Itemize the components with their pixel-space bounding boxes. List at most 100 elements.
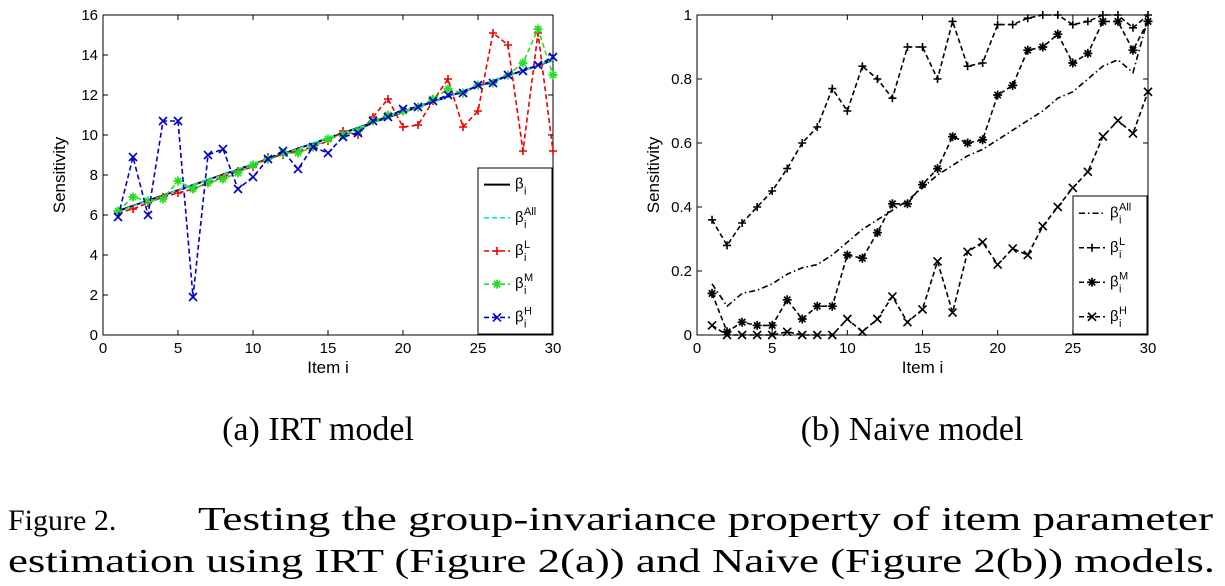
- data-point: [1038, 11, 1047, 19]
- data-point: [458, 88, 468, 98]
- chart-irt-model: 0 5 10 15 20 25 30 0 2 4 6 8 10 12 14 16 Item i Sensitivi…: [50, 7, 561, 377]
- x-axis-label: Item i: [307, 358, 349, 377]
- data-point: [993, 20, 1002, 29]
- data-point: [858, 62, 867, 71]
- data-point: [1098, 16, 1108, 26]
- data-point: [873, 75, 882, 83]
- legend-label-superscript: H: [524, 305, 532, 317]
- data-point: [1128, 23, 1137, 32]
- legend-marker: [1087, 277, 1097, 287]
- legend-box: [477, 167, 553, 335]
- legend-label-superscript: M: [1119, 270, 1128, 282]
- data-point: [918, 43, 927, 51]
- data-point: [278, 148, 288, 158]
- data-point: [722, 327, 732, 337]
- x-tick-label: 0: [99, 340, 107, 357]
- legend-label: β: [1110, 204, 1119, 221]
- data-point: [519, 147, 527, 155]
- legend-label-superscript: All: [524, 206, 536, 218]
- data-point: [707, 320, 717, 330]
- data-point: [188, 184, 198, 194]
- data-point: [1068, 58, 1078, 68]
- data-point: [737, 330, 747, 340]
- legend-marker: [1088, 243, 1096, 252]
- data-point: [872, 228, 882, 238]
- data-point: [978, 59, 987, 67]
- data-point: [353, 126, 363, 136]
- data-point: [443, 84, 453, 94]
- legend-label-superscript: H: [1119, 305, 1127, 317]
- x-tick-label: 30: [1140, 340, 1157, 357]
- caption-label: Figure 2.: [8, 504, 116, 537]
- y-tick-label: 14: [81, 47, 98, 64]
- legend-label: β: [1110, 273, 1119, 290]
- legend-label: β: [515, 308, 524, 325]
- data-point: [768, 187, 777, 195]
- legend-label: β: [515, 176, 524, 193]
- y-tick-label: 6: [90, 207, 98, 224]
- data-point: [549, 147, 557, 155]
- data-point: [503, 70, 513, 80]
- y-tick-label: 12: [81, 87, 98, 104]
- data-point: [1068, 20, 1077, 29]
- data-point: [518, 58, 528, 68]
- data-point: [1143, 87, 1153, 97]
- data-point: [338, 132, 348, 142]
- data-point: [308, 142, 318, 152]
- data-point: [918, 180, 927, 190]
- data-point: [353, 128, 363, 138]
- data-point: [428, 94, 438, 104]
- data-point: [504, 41, 512, 49]
- data-point: [383, 110, 393, 120]
- data-point: [887, 292, 897, 302]
- data-point: [128, 152, 138, 162]
- y-tick-label: 16: [81, 7, 98, 24]
- y-tick-label: 4: [90, 247, 98, 264]
- data-point: [797, 314, 807, 324]
- legend-label-subscript: i: [524, 318, 526, 330]
- data-point: [473, 80, 483, 90]
- data-point: [548, 52, 558, 62]
- y-axis-label: Sensitivity: [644, 136, 663, 213]
- x-tick-label: 15: [320, 340, 337, 357]
- data-point: [1023, 14, 1032, 23]
- data-point: [917, 304, 928, 314]
- y-axis-label: Sensitivity: [50, 136, 69, 213]
- data-point: [203, 150, 213, 160]
- subcaption-b: (b) Naive model: [801, 411, 1024, 448]
- data-point: [828, 84, 837, 93]
- x-axis-label: Item i: [902, 358, 944, 377]
- data-point: [902, 317, 913, 327]
- caption-line-2: estimation using IRT (Figure 2(a)) and N…: [8, 543, 1215, 580]
- data-point: [963, 62, 972, 71]
- data-point: [173, 116, 183, 126]
- data-point: [1008, 80, 1018, 90]
- series-all: [711, 17, 1149, 308]
- series-h: [707, 87, 1153, 340]
- data-point: [978, 135, 988, 145]
- data-point: [1083, 48, 1093, 58]
- data-point: [428, 96, 438, 106]
- x-tick-label: 20: [395, 340, 412, 357]
- data-point: [888, 94, 897, 103]
- data-point: [203, 178, 213, 188]
- data-point: [338, 130, 348, 140]
- data-point: [533, 60, 543, 70]
- data-point: [1098, 132, 1108, 142]
- data-point: [413, 102, 423, 112]
- data-point: [752, 330, 762, 340]
- x-tick-label: 25: [1064, 340, 1081, 357]
- data-point: [1008, 244, 1018, 254]
- data-point: [812, 330, 822, 340]
- series-line: [117, 56, 554, 298]
- data-point: [1128, 45, 1138, 55]
- legend-label: β: [1110, 239, 1119, 256]
- data-point: [143, 210, 153, 220]
- data-point: [933, 164, 943, 174]
- data-point: [902, 199, 912, 209]
- data-point: [248, 172, 258, 182]
- legend-label-subscript: i: [1119, 249, 1121, 261]
- data-point: [782, 295, 792, 305]
- data-point: [722, 330, 732, 340]
